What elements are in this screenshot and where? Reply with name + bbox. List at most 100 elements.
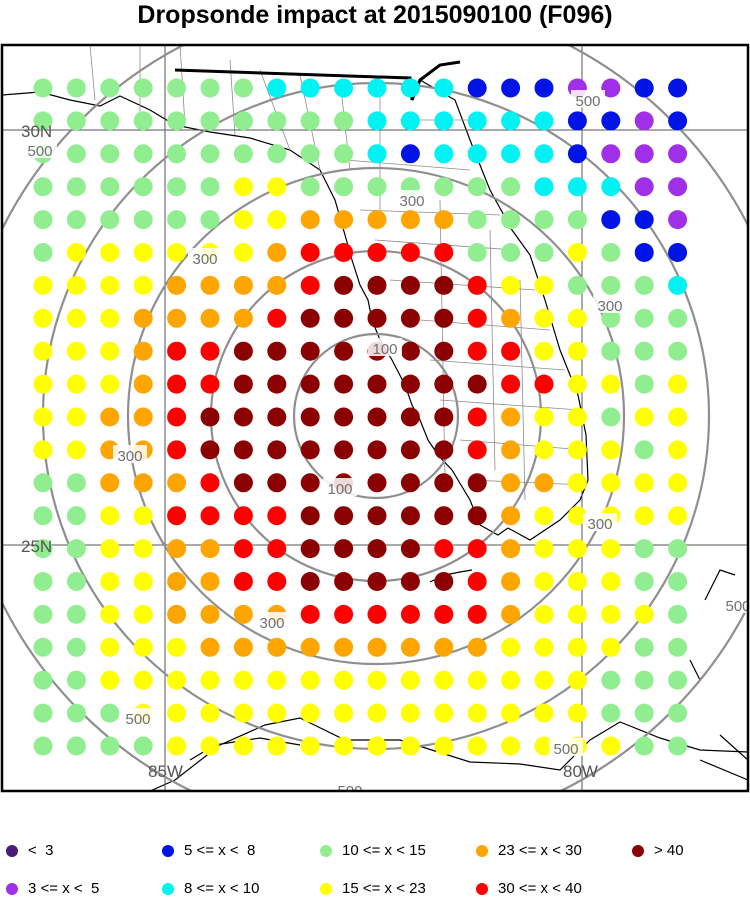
impact-dot [267,637,287,657]
impact-dot [567,473,587,493]
impact-dot [334,539,354,559]
impact-dot [634,243,654,262]
impact-dot [601,308,621,328]
contour-label: 500 [337,783,362,800]
impact-dot [200,275,220,295]
impact-dot [233,703,253,723]
impact-dot [467,275,487,295]
impact-dot [66,736,86,756]
impact-dot [133,637,153,657]
impact-dot [167,374,187,394]
impact-dot [601,210,621,230]
impact-dot [200,210,220,230]
impact-dot [133,243,153,262]
impact-dot [100,78,120,98]
impact-dot [33,670,53,690]
impact-dot [668,407,688,427]
impact-dot [434,308,454,328]
state-border [174,60,461,101]
impact-dot [33,703,53,723]
contour-label: 300 [117,448,142,465]
impact-dot [668,144,688,164]
impact-dot [334,374,354,394]
impact-dot [33,506,53,526]
impact-dot [601,440,621,460]
impact-dot [33,473,53,493]
impact-dot [167,177,187,197]
impact-dot [434,539,454,559]
impact-dot [567,177,587,197]
impact-dot [567,407,587,427]
impact-dot [467,374,487,394]
impact-dot [668,506,688,526]
impact-dot [367,111,387,131]
impact-dot [668,539,688,559]
impact-dot [668,572,688,591]
impact-dot [66,374,86,394]
impact-dot [33,604,53,624]
impact-dot [668,210,688,230]
impact-dot [334,308,354,328]
impact-dot [501,243,521,262]
impact-dot [501,275,521,295]
impact-dot [534,736,554,756]
impact-dot [400,604,420,624]
impact-dot [400,210,420,230]
impact-dot [300,637,320,657]
impact-dot [167,111,187,131]
impact-dot [534,506,554,526]
impact-dot [367,144,387,164]
impact-dot [133,539,153,559]
impact-dot [501,374,521,394]
impact-dot [167,506,187,526]
impact-dot [200,308,220,328]
impact-dot [634,506,654,526]
impact-dot [467,637,487,657]
impact-dot [66,572,86,591]
contour-label: 500 [27,143,52,160]
legend-label: 30 <= x < 40 [498,880,582,897]
impact-dot [33,275,53,295]
impact-dot [200,506,220,526]
impact-dot [501,637,521,657]
impact-dot [300,473,320,493]
impact-dot [634,670,654,690]
impact-dot [233,243,253,262]
impact-dot [133,374,153,394]
impact-dot [233,111,253,131]
impact-dot [668,604,688,624]
impact-dot [200,670,220,690]
impact-dot [33,210,53,230]
impact-dot [434,637,454,657]
impact-dot [167,407,187,427]
impact-dot [601,670,621,690]
contour-label: 300 [192,251,217,268]
impact-dot [66,604,86,624]
impact-dot [467,539,487,559]
impact-dot [167,210,187,230]
impact-dot [534,473,554,493]
impact-dot [233,275,253,295]
impact-dot [66,703,86,723]
impact-dot [334,275,354,295]
impact-dot [634,374,654,394]
impact-dot [668,637,688,657]
impact-dot [567,506,587,526]
impact-dot [501,144,521,164]
impact-dot [668,374,688,394]
impact-dot [567,308,587,328]
impact-dot [501,572,521,591]
impact-dot [668,275,688,295]
impact-dot [66,440,86,460]
impact-dot [300,308,320,328]
impact-dot [567,374,587,394]
impact-dot [534,341,554,361]
impact-dot [400,506,420,526]
map-frame [0,43,750,793]
impact-dot [501,440,521,460]
impact-dot [367,670,387,690]
contour-label: 500 [725,598,750,615]
impact-dot [100,111,120,131]
impact-dot [300,506,320,526]
impact-dot [668,473,688,493]
